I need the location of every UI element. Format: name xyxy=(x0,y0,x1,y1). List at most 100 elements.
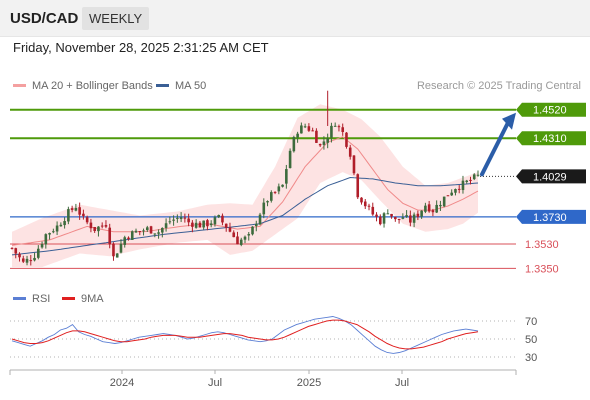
candle-body xyxy=(239,239,243,245)
rsi-tick-50: 50 xyxy=(525,334,537,346)
rsi-swatch xyxy=(13,296,26,300)
candle-body xyxy=(29,260,33,262)
candle-body xyxy=(100,225,104,227)
candle-body xyxy=(363,201,367,207)
candle-body xyxy=(44,234,48,245)
candle-body xyxy=(70,208,74,210)
candle-body xyxy=(48,233,51,235)
candle-body xyxy=(254,223,258,227)
level-tag-text-1.4520: 1.4520 xyxy=(533,105,567,117)
rsi-legend: RSI xyxy=(13,293,50,305)
candle-body xyxy=(352,155,356,174)
rsi-tick-70: 70 xyxy=(525,316,537,328)
candle-body xyxy=(209,223,213,226)
candle-body xyxy=(476,174,480,176)
candle-body xyxy=(33,257,36,261)
candle-body xyxy=(262,202,266,215)
candle-body xyxy=(202,220,205,228)
candle-body xyxy=(153,233,157,235)
candle-body xyxy=(431,210,435,213)
candle-body xyxy=(194,222,198,228)
level-tag-text-1.4310: 1.4310 xyxy=(533,133,567,145)
candle-body xyxy=(112,243,115,257)
ma50-swatch xyxy=(156,83,169,87)
candle-body xyxy=(454,189,457,193)
x-tick-2025: 2025 xyxy=(297,377,321,389)
candle-body xyxy=(52,231,55,233)
candle-body xyxy=(427,204,431,212)
candle-body xyxy=(270,192,273,201)
timeframe-badge[interactable]: WEEKLY xyxy=(82,7,150,30)
candle-body xyxy=(217,215,220,218)
candle-body xyxy=(142,230,145,232)
ma50-legend-label: MA 50 xyxy=(175,80,207,92)
candle-body xyxy=(292,137,296,152)
candle-body xyxy=(149,226,153,234)
candle-body xyxy=(164,223,168,228)
bollinger-swatch xyxy=(13,83,26,87)
candle-body xyxy=(10,247,14,249)
ma50-line xyxy=(11,176,479,256)
candle-body xyxy=(318,144,322,146)
candle-body xyxy=(472,174,476,180)
candle-body xyxy=(224,223,228,228)
candle-body xyxy=(119,243,123,253)
candle-body xyxy=(78,207,81,215)
candle-body xyxy=(300,125,303,134)
candle-body xyxy=(394,216,397,220)
candle-body xyxy=(446,195,450,197)
candle-body xyxy=(457,188,461,190)
level-tag-1.4520 xyxy=(516,102,586,117)
rsi-line xyxy=(11,316,479,354)
candle-body xyxy=(179,217,183,220)
candle-body xyxy=(360,197,363,203)
top-bar: USD/CAD WEEKLY xyxy=(0,0,590,37)
candle-body xyxy=(375,214,378,217)
candle-body xyxy=(85,217,89,223)
candle-body xyxy=(232,232,236,238)
candle-body xyxy=(439,204,442,207)
candle-body xyxy=(386,213,390,215)
candle-body xyxy=(130,231,134,240)
ma9-legend: 9MA xyxy=(62,293,104,305)
candle-body xyxy=(281,184,284,187)
candle-body xyxy=(330,125,333,138)
candle-body xyxy=(378,216,382,225)
symbol-title: USD/CAD xyxy=(10,10,79,27)
candle-body xyxy=(40,243,44,248)
candle-body xyxy=(18,253,21,258)
candle-body xyxy=(37,248,40,258)
candle-body xyxy=(67,209,70,222)
candle-body xyxy=(356,174,360,198)
projection-arrow xyxy=(480,112,516,177)
candle-body xyxy=(435,204,438,213)
candle-body xyxy=(236,236,239,245)
candle-body xyxy=(82,213,85,217)
candle-body xyxy=(322,141,326,145)
candle-body xyxy=(123,237,127,245)
candles xyxy=(10,90,480,266)
candle-body xyxy=(168,221,172,223)
candle-body xyxy=(266,201,269,203)
level-label-1.3350: 1.3350 xyxy=(525,263,559,275)
candle-body xyxy=(198,222,202,228)
arrow-head xyxy=(502,112,516,130)
bollinger-band-area xyxy=(12,104,478,268)
candle-body xyxy=(191,222,194,227)
level-tag-text-1.3730: 1.3730 xyxy=(533,212,567,224)
candle-body xyxy=(465,180,469,182)
candle-body xyxy=(247,234,251,236)
candle-body xyxy=(161,227,164,233)
candle-body xyxy=(127,237,130,239)
candle-body xyxy=(63,221,66,226)
candle-body xyxy=(416,213,420,217)
candle-body xyxy=(273,191,277,193)
x-tick-Jul: Jul xyxy=(395,377,409,389)
candle-body xyxy=(442,196,446,207)
candle-body xyxy=(55,225,59,232)
candle-body xyxy=(221,215,224,223)
ma50-legend: MA 50 xyxy=(156,80,206,92)
bollinger-legend-label: MA 20 + Bollinger Bands xyxy=(32,80,153,92)
arrow-shaft xyxy=(480,120,510,177)
candle-body xyxy=(420,210,423,217)
